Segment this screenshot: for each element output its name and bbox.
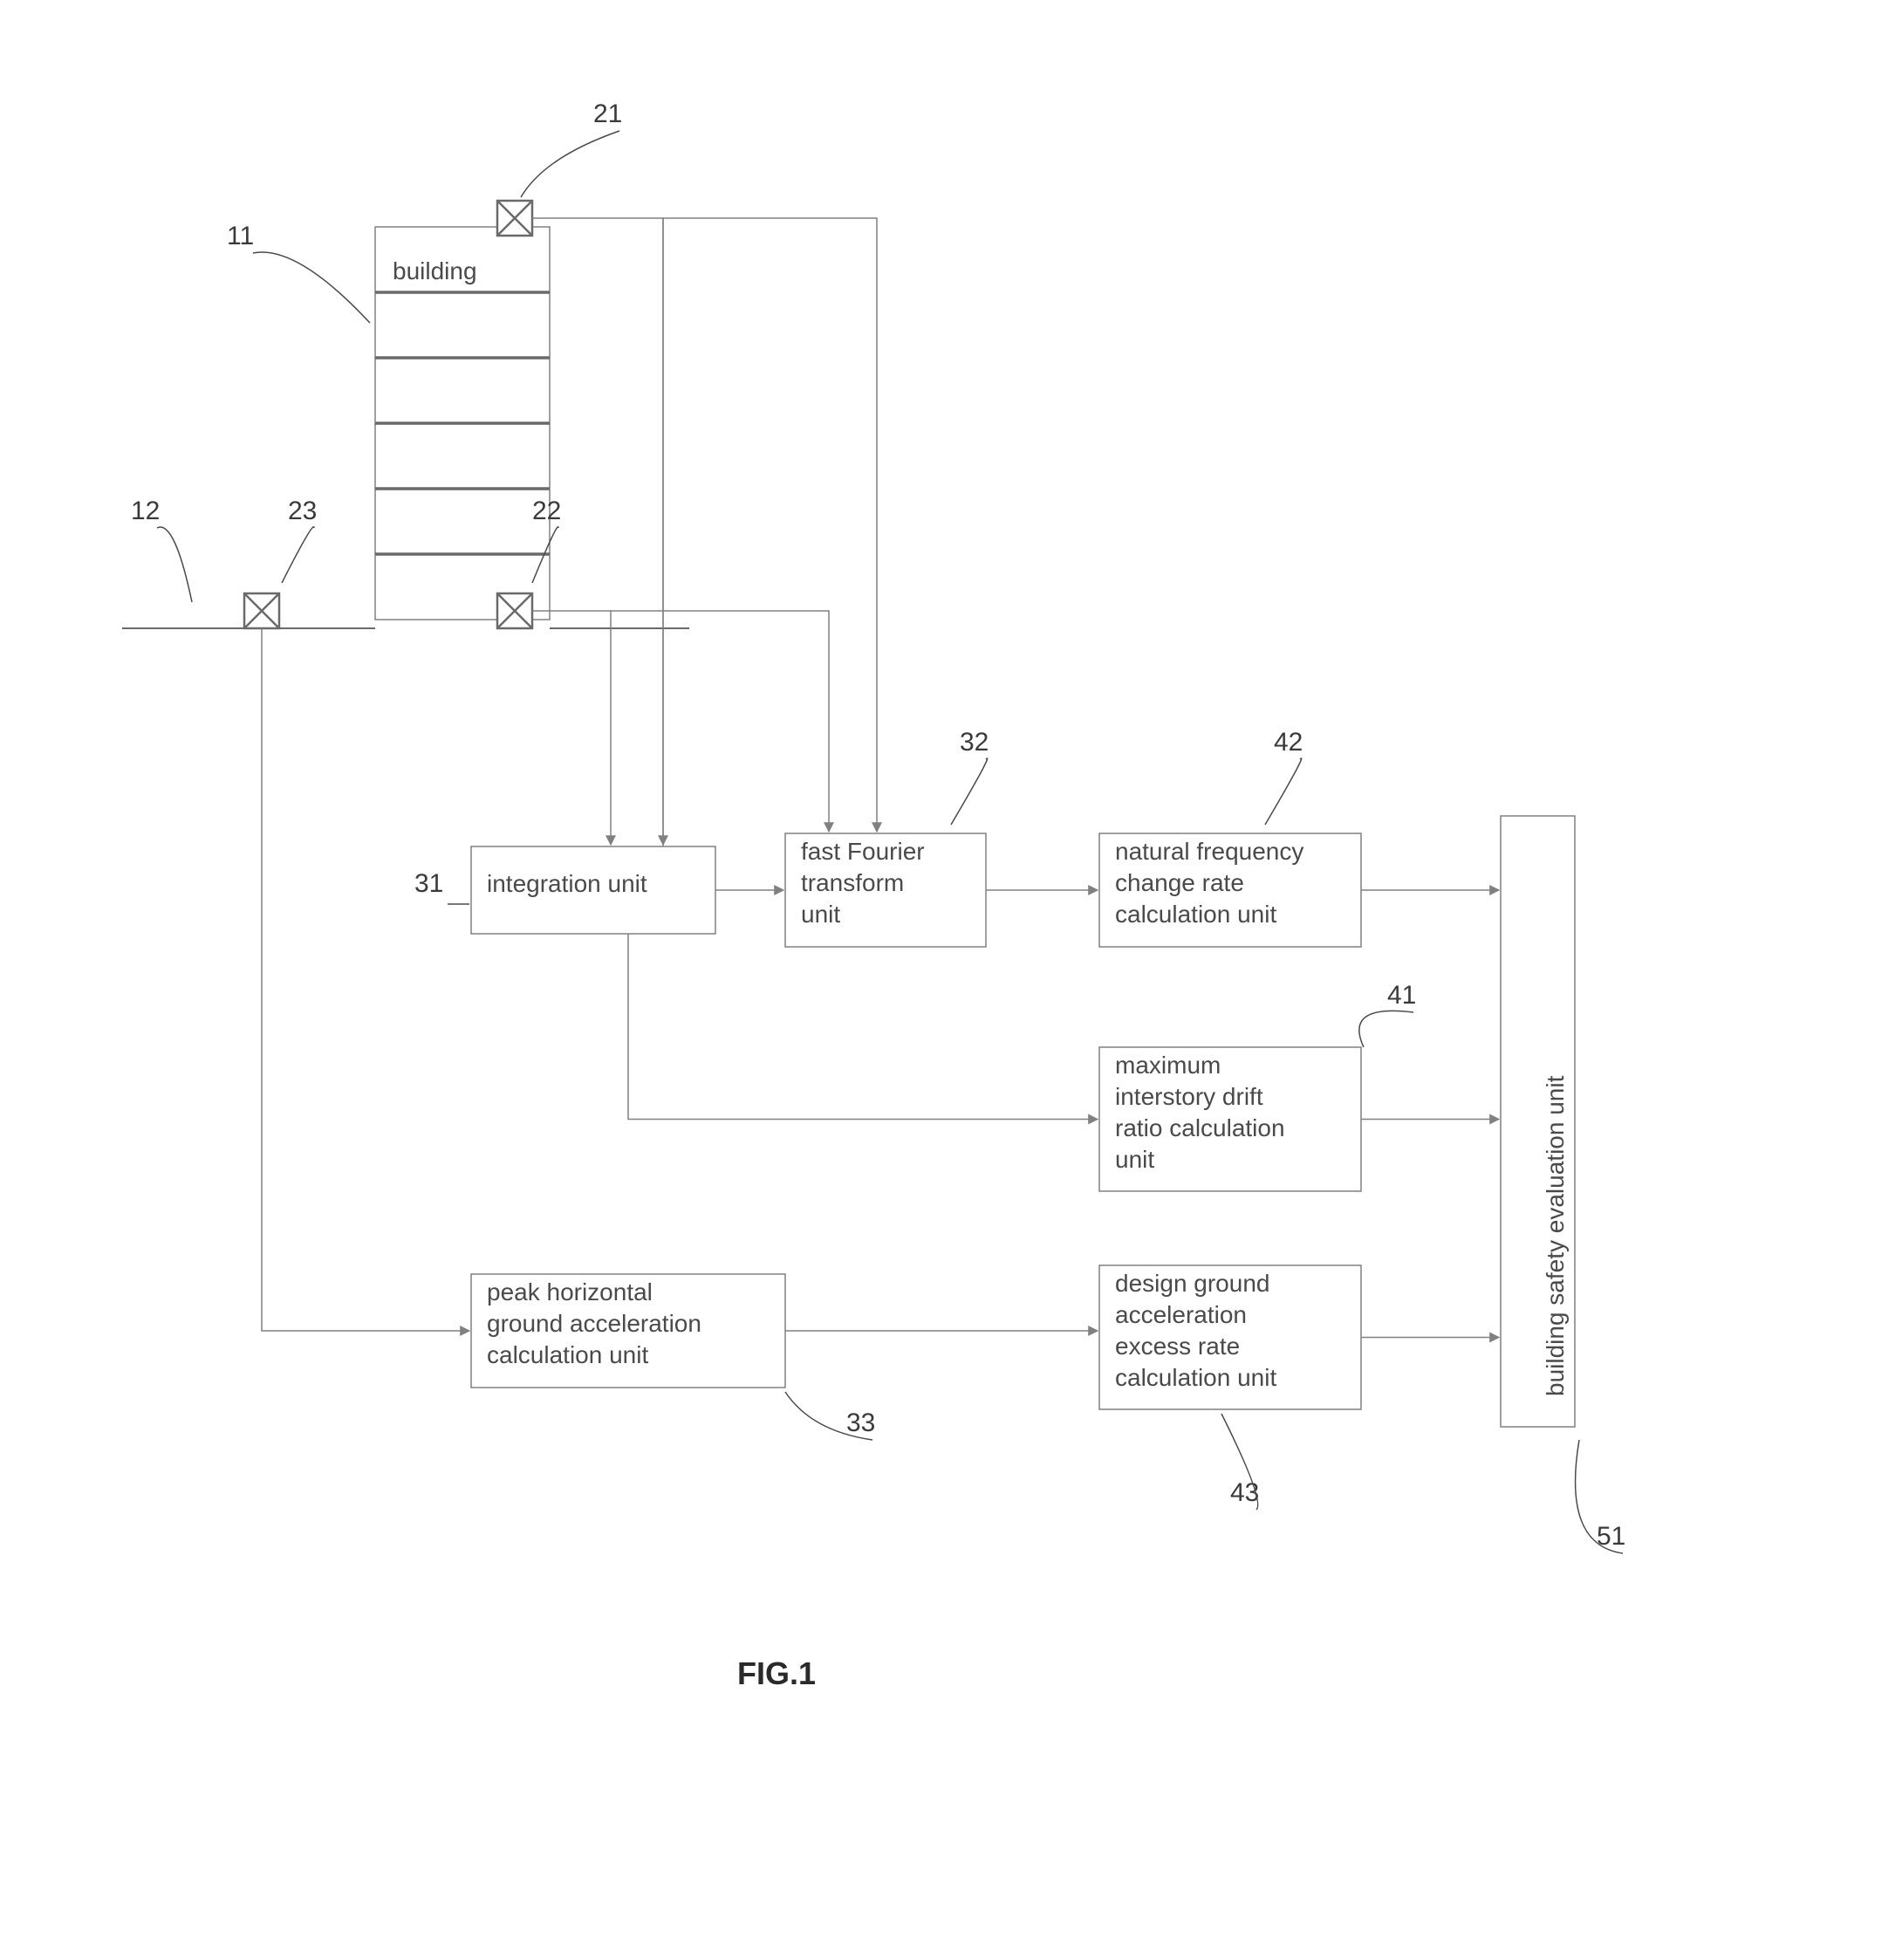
interstory-drift-unit-label: interstory drift <box>1115 1083 1263 1110</box>
building-safety-label: building safety evaluation unit <box>1542 1075 1569 1396</box>
natural-frequency-unit-label: natural frequency <box>1115 838 1303 865</box>
ref-r41: 41 <box>1387 981 1416 1010</box>
integration-unit-label: integration unit <box>487 870 647 897</box>
interstory-drift-unit-label: unit <box>1115 1146 1154 1173</box>
ref-r22: 22 <box>532 497 561 525</box>
ref-r21: 21 <box>593 99 622 128</box>
natural-frequency-unit-label: change rate <box>1115 869 1244 896</box>
ref-r11: 11 <box>227 222 254 250</box>
ref-r31: 31 <box>414 869 443 898</box>
ref-r23: 23 <box>288 497 317 525</box>
ref-r42: 42 <box>1274 728 1303 757</box>
figure-caption: FIG.1 <box>737 1655 816 1691</box>
ref-r12: 12 <box>131 497 160 525</box>
design-ground-unit-label: calculation unit <box>1115 1364 1276 1391</box>
fft-unit-label: fast Fourier <box>801 838 925 865</box>
ref-r32: 32 <box>960 728 989 757</box>
peak-horizontal-unit-label: ground acceleration <box>487 1310 701 1337</box>
design-ground-unit-label: design ground <box>1115 1270 1269 1297</box>
design-ground-unit-label: excess rate <box>1115 1333 1240 1360</box>
peak-horizontal-unit-label: calculation unit <box>487 1341 648 1368</box>
interstory-drift-unit-label: ratio calculation <box>1115 1114 1285 1141</box>
building-label: building <box>393 257 477 284</box>
ref-r43: 43 <box>1230 1478 1259 1507</box>
fft-unit-label: unit <box>801 901 840 928</box>
fft-unit-label: transform <box>801 869 904 896</box>
natural-frequency-unit-label: calculation unit <box>1115 901 1276 928</box>
ref-r33: 33 <box>846 1408 875 1437</box>
peak-horizontal-unit-label: peak horizontal <box>487 1278 653 1306</box>
design-ground-unit-label: acceleration <box>1115 1301 1247 1328</box>
interstory-drift-unit-label: maximum <box>1115 1052 1221 1079</box>
